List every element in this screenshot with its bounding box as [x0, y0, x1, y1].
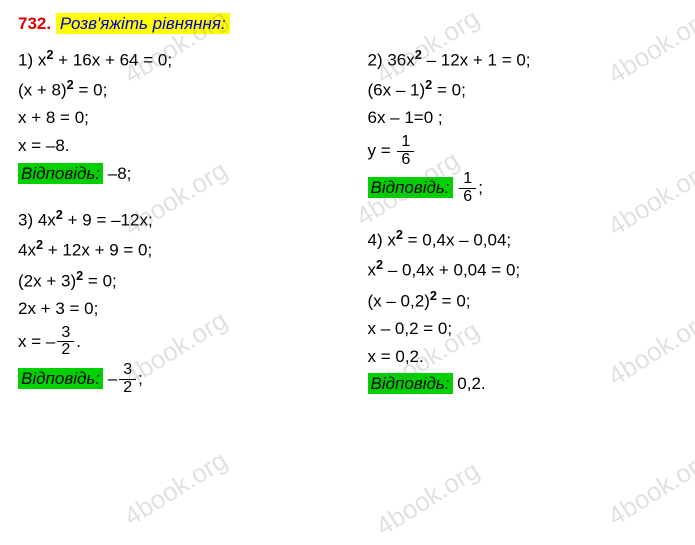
p2-line1: 2) 36x2 – 12x + 1 = 0;	[368, 46, 678, 73]
text: ;	[138, 369, 143, 388]
fraction: 32	[57, 325, 74, 360]
text: + 9 = –12x;	[63, 211, 153, 230]
answer-value: 16	[457, 178, 478, 197]
p2-line3: 6x – 1=0 ;	[368, 106, 678, 131]
text: 4) x	[368, 231, 396, 250]
p3-line1: 3) 4x2 + 9 = –12x;	[18, 206, 328, 233]
denominator: 2	[57, 342, 74, 359]
watermark: 4book.org	[601, 442, 695, 535]
exp: 2	[36, 237, 43, 252]
title-row: 732. Розв'яжіть рівняння:	[18, 12, 677, 37]
text: (x – 0,2)	[368, 291, 430, 310]
text: – 12x + 1 = 0;	[422, 50, 531, 69]
p3-line3: (2x + 3)2 = 0;	[18, 267, 328, 294]
p4-line2: x2 – 0,4x + 0,04 = 0;	[368, 256, 678, 283]
left-column: 1) x2 + 16x + 64 = 0; (x + 8)2 = 0; x + …	[18, 43, 338, 400]
fraction: 16	[459, 171, 476, 206]
answer-label: Відповідь:	[368, 373, 453, 394]
p2-answer: Відповідь: 16;	[368, 171, 678, 206]
p1-line3: x + 8 = 0;	[18, 106, 328, 131]
p2-line2: (6x – 1)2 = 0;	[368, 76, 678, 103]
p1-line4: x = –8.	[18, 134, 328, 159]
exp: 2	[56, 207, 63, 222]
exp: 2	[430, 288, 437, 303]
exp: 2	[67, 77, 74, 92]
p3-line2: 4x2 + 12x + 9 = 0;	[18, 236, 328, 263]
p2-line4: y = 16	[368, 134, 678, 169]
numerator: 3	[119, 362, 136, 380]
p4-line5: x = 0,2.	[368, 345, 678, 370]
exp: 2	[415, 47, 422, 62]
answer-label: Відповідь:	[368, 177, 453, 198]
p4-line3: (x – 0,2)2 = 0;	[368, 287, 678, 314]
problem-number: 732.	[18, 14, 51, 33]
p4-line1: 4) x2 = 0,4x – 0,04;	[368, 226, 678, 253]
text: x	[368, 261, 377, 280]
denominator: 6	[397, 152, 414, 169]
denominator: 6	[459, 189, 476, 206]
answer-value: –8;	[103, 164, 131, 183]
text: 2) 36x	[368, 50, 415, 69]
fraction: 32	[119, 362, 136, 397]
fraction: 16	[397, 134, 414, 169]
p4-line4: x – 0,2 = 0;	[368, 317, 678, 342]
watermark: 4book.org	[369, 452, 487, 545]
text: (2x + 3)	[18, 271, 76, 290]
text: = 0,4x – 0,04;	[403, 231, 511, 250]
prompt: Розв'яжіть рівняння:	[56, 13, 230, 34]
text: 4x	[18, 241, 36, 260]
answer-label: Відповідь:	[18, 368, 103, 389]
p3-answer: Відповідь: –32;	[18, 362, 328, 397]
text: .	[76, 331, 81, 350]
numerator: 1	[397, 134, 414, 152]
p1-line2: (x + 8)2 = 0;	[18, 76, 328, 103]
right-column: 2) 36x2 – 12x + 1 = 0; (6x – 1)2 = 0; 6x…	[338, 43, 678, 400]
p1-answer: Відповідь: –8;	[18, 162, 328, 187]
numerator: 3	[57, 325, 74, 343]
text: = 0;	[437, 291, 471, 310]
text: ;	[478, 178, 483, 197]
watermark: 4book.org	[117, 442, 235, 535]
text: y =	[368, 141, 396, 160]
text: = 0;	[432, 81, 466, 100]
text: = 0;	[74, 81, 108, 100]
content-columns: 1) x2 + 16x + 64 = 0; (x + 8)2 = 0; x + …	[18, 43, 677, 400]
text: –	[103, 369, 117, 388]
numerator: 1	[459, 171, 476, 189]
p4-answer: Відповідь: 0,2.	[368, 372, 678, 397]
text: + 16x + 64 = 0;	[53, 50, 172, 69]
answer-value: 0,2.	[453, 374, 486, 393]
text: = 0;	[83, 271, 117, 290]
denominator: 2	[119, 380, 136, 397]
text: 1) x	[18, 50, 46, 69]
p3-line5: x = –32.	[18, 325, 328, 360]
text: + 12x + 9 = 0;	[43, 241, 152, 260]
text: (x + 8)	[18, 81, 67, 100]
text: x = –	[18, 331, 55, 350]
text: 3) 4x	[18, 211, 56, 230]
p3-line4: 2x + 3 = 0;	[18, 297, 328, 322]
answer-label: Відповідь:	[18, 163, 103, 184]
exp: 2	[396, 227, 403, 242]
text: (6x – 1)	[368, 81, 426, 100]
p1-line1: 1) x2 + 16x + 64 = 0;	[18, 46, 328, 73]
text: – 0,4x + 0,04 = 0;	[383, 261, 520, 280]
